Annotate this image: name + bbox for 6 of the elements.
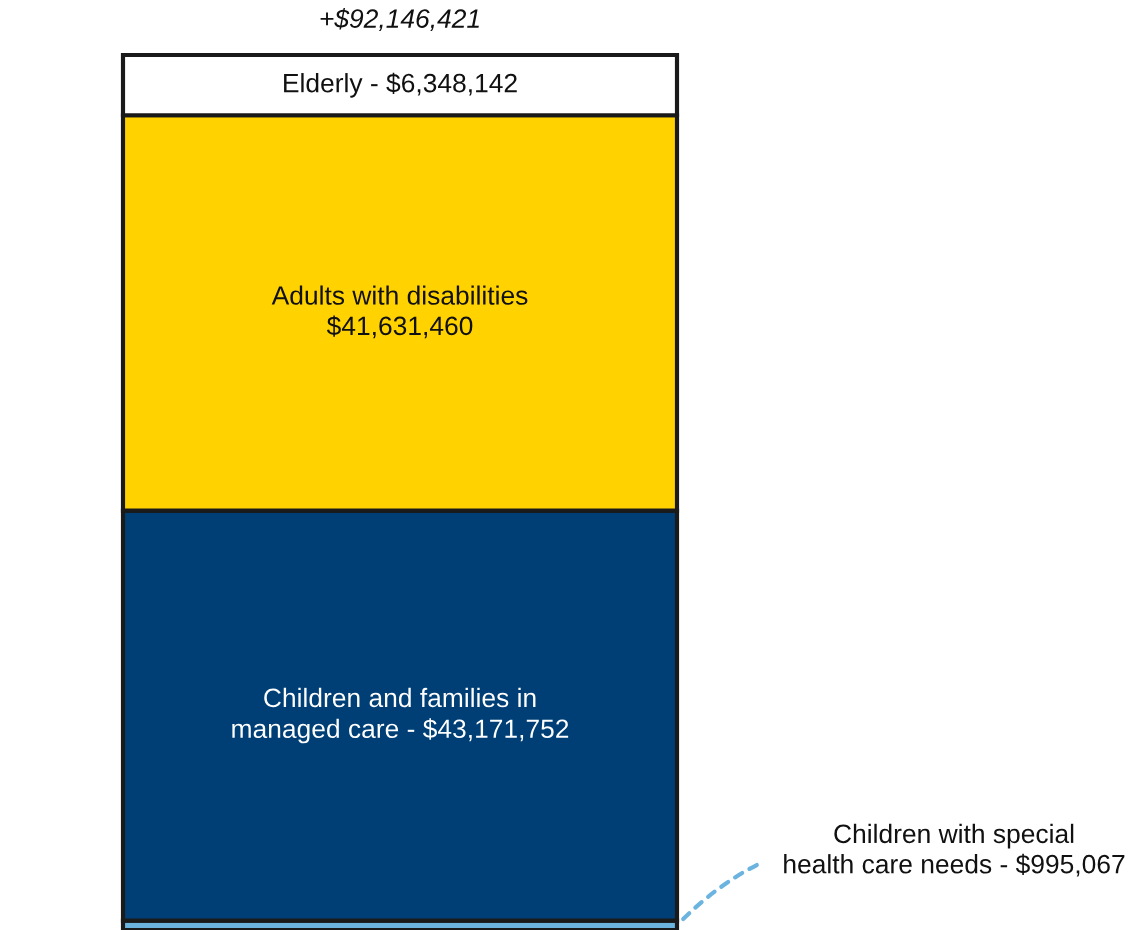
text: Elderly - $6,348,142 <box>284 72 517 98</box>
text: Children with special health care needs - $995,067 <box>784 823 1125 877</box>
text: Children and families in managed care - $43,171,752 <box>232 687 569 744</box>
series-label: Adults with disabilities <box>271 285 528 305</box>
data-label: $41,631,460 <box>326 315 473 339</box>
total-label: +$92,146,421 <box>320 8 479 32</box>
